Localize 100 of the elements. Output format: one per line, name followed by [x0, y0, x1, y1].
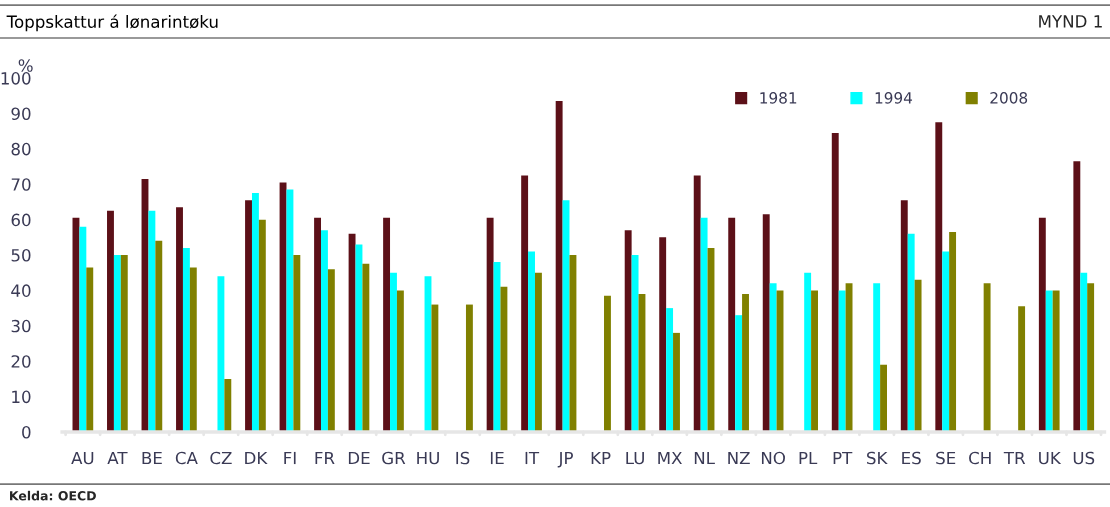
bar	[569, 255, 577, 432]
bar	[155, 240, 163, 432]
bar	[286, 189, 294, 432]
legend-label: 2008	[990, 92, 1028, 104]
bar	[148, 210, 156, 432]
bar	[396, 290, 404, 432]
bar	[182, 247, 190, 432]
bar	[293, 255, 301, 432]
bar	[362, 263, 370, 432]
bar	[1080, 272, 1088, 432]
bar	[769, 283, 777, 432]
x-tick-label: IE	[490, 451, 504, 465]
bar	[983, 283, 991, 432]
y-axis-title: %	[18, 59, 33, 72]
x-tick-label: AU	[71, 451, 94, 465]
bar	[673, 332, 680, 432]
bar	[804, 272, 812, 432]
x-tick-label: NO	[761, 451, 785, 465]
bar	[1087, 283, 1095, 432]
y-tick-label: 50	[11, 248, 31, 262]
x-tick-label: LU	[626, 451, 644, 465]
bar	[900, 200, 908, 432]
bar	[811, 290, 818, 432]
x-tick-label: FI	[284, 451, 296, 465]
x-tick-label: CH	[969, 451, 991, 465]
bar	[831, 132, 839, 432]
x-tick-label: GR	[382, 451, 406, 465]
bar	[431, 304, 439, 432]
bar	[1073, 161, 1081, 432]
bar	[880, 364, 888, 432]
y-tick-label: 30	[11, 319, 31, 333]
x-tick-label: ES	[902, 451, 921, 465]
bar	[521, 175, 529, 432]
bar	[224, 378, 232, 432]
bar	[728, 217, 736, 432]
bar	[624, 230, 632, 432]
bar	[258, 219, 266, 432]
bar	[631, 255, 639, 432]
x-tick-label: TR	[1003, 451, 1026, 465]
x-tick-label: AT	[107, 451, 128, 465]
bar	[742, 293, 749, 432]
bar	[700, 217, 708, 432]
x-tick-label: FR	[315, 451, 335, 465]
y-tick-label: 70	[11, 178, 31, 191]
bar	[907, 233, 915, 432]
bar	[1038, 217, 1046, 432]
y-tick-label: 80	[11, 142, 31, 156]
x-tick-label: HU	[417, 451, 439, 465]
x-tick-label: PL	[799, 451, 818, 465]
y-tick-label: 10	[12, 390, 31, 404]
bar	[555, 101, 563, 432]
bar	[693, 175, 701, 432]
bar	[604, 295, 611, 432]
bar	[79, 226, 87, 432]
y-tick-label: 60	[11, 213, 31, 227]
bar	[113, 255, 121, 432]
bar	[176, 207, 183, 432]
text: MYND 1	[1039, 15, 1102, 28]
bar	[245, 200, 252, 432]
bar	[1052, 290, 1060, 432]
y-tick-label: 90	[11, 107, 31, 121]
x-tick-label: CZ	[210, 451, 232, 465]
bar	[949, 232, 957, 432]
bar	[251, 193, 259, 432]
x-tick-label: US	[1073, 451, 1095, 465]
x-tick-label: NZ	[728, 451, 750, 465]
bar	[762, 214, 770, 432]
x-tick-label: IT	[525, 451, 540, 465]
legend-label: 1981	[760, 92, 797, 104]
bar	[659, 237, 667, 432]
bar	[327, 269, 335, 432]
legend-label: 1994	[875, 92, 913, 104]
bar	[534, 272, 542, 432]
x-tick-label: DE	[348, 451, 370, 465]
x-tick-label: JP	[557, 451, 573, 468]
bar	[465, 304, 473, 432]
x-tick-label: DK	[245, 451, 268, 465]
y-tick-label: 100	[1, 72, 31, 85]
bar	[838, 290, 846, 432]
x-tick-label: SE	[936, 451, 956, 465]
x-tick-label: PT	[833, 451, 853, 465]
bar	[348, 233, 356, 432]
bar	[942, 251, 950, 432]
bar	[217, 276, 225, 432]
bar	[390, 272, 397, 432]
bar	[935, 122, 943, 432]
bar	[314, 217, 322, 432]
bar	[1018, 306, 1026, 432]
bar	[189, 267, 197, 432]
bar	[528, 251, 535, 432]
bar	[914, 279, 922, 432]
x-tick-label: MX	[658, 451, 682, 465]
bar	[1045, 290, 1053, 432]
y-tick-label: 20	[11, 355, 31, 368]
bar	[107, 210, 114, 432]
x-tick-label: IS	[456, 451, 470, 465]
text: Kelda: OECD	[10, 490, 96, 501]
bar	[845, 283, 853, 432]
x-tick-label: SK	[867, 451, 888, 465]
y-tick-label: 40	[11, 284, 31, 297]
